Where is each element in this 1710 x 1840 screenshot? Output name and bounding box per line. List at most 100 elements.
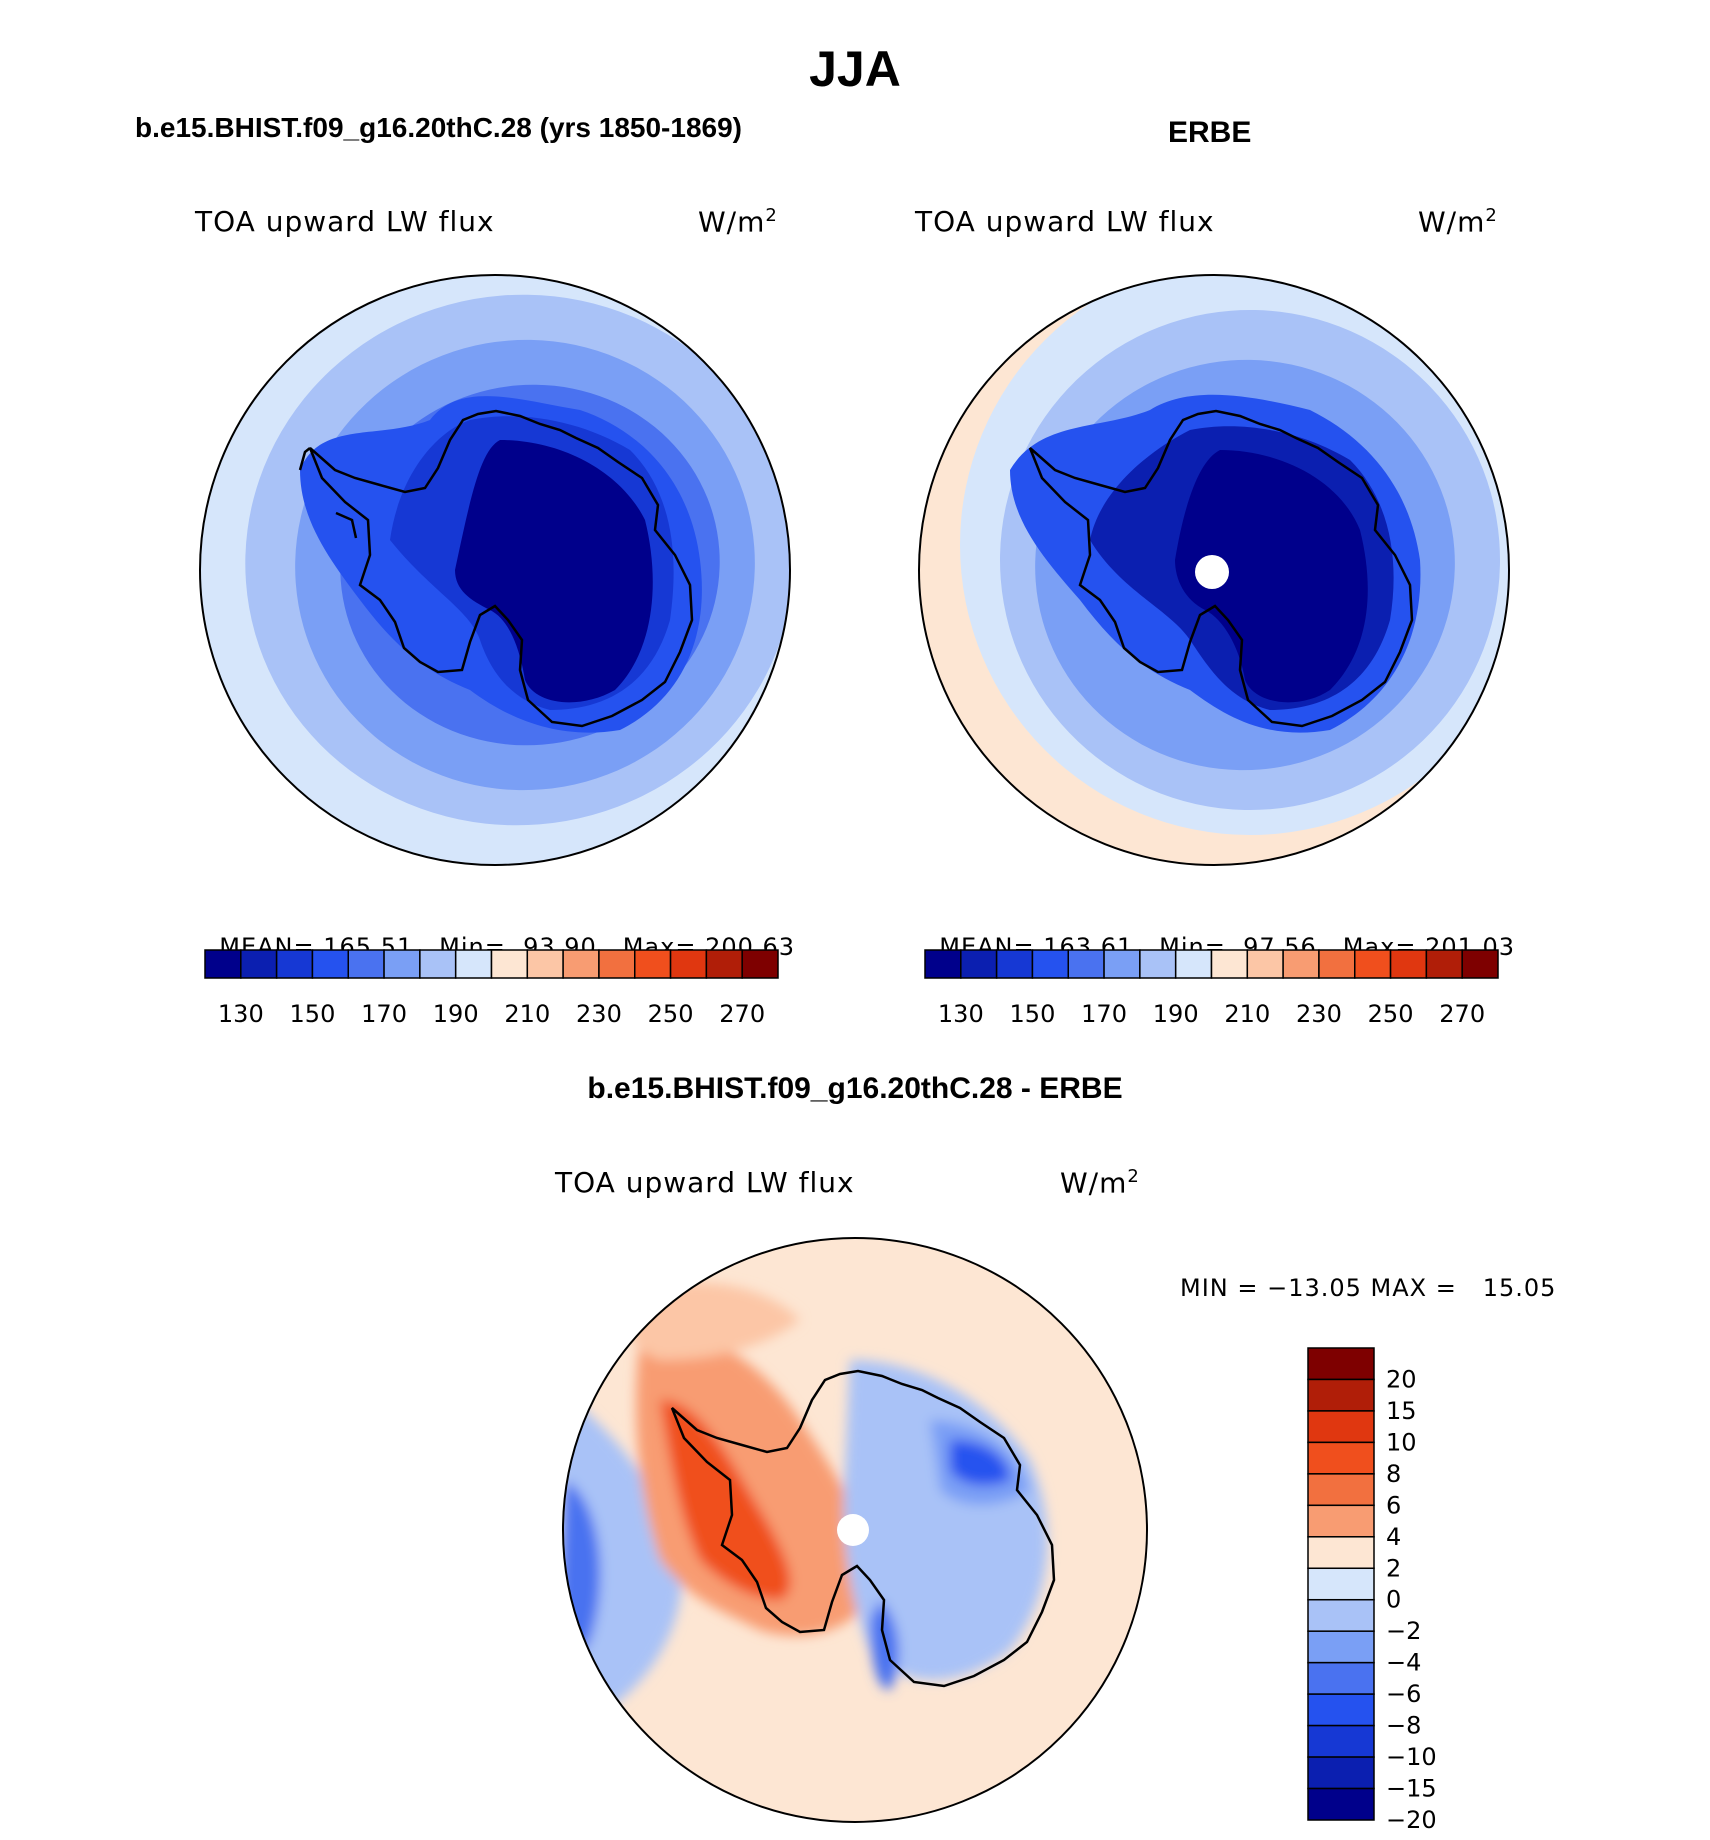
colorbar-1-tick-label: 170 <box>361 1000 407 1028</box>
colorbar-1-tick-label: 130 <box>218 1000 264 1028</box>
colorbar-1-tick-label: 190 <box>433 1000 479 1028</box>
coastline-2 <box>1028 409 1414 728</box>
diff-units-text: W/m <box>1060 1166 1128 1200</box>
colorbar-panel-2: 130 150 170 190 210 230 250 270 <box>924 949 1499 1028</box>
colorbar-2-swatch <box>1174 949 1213 979</box>
figure-title: JJA <box>809 41 901 97</box>
panel-2-case-title: ERBE <box>1168 116 1252 149</box>
coastline-diff <box>670 1369 1056 1688</box>
diff-zone-pos-peninsula <box>636 1334 872 1636</box>
colorbar-1-swatch <box>275 949 314 979</box>
colorbar-1-swatch <box>562 949 600 979</box>
diff-units-sup: 2 <box>1127 1166 1140 1187</box>
colorbar-1-tick-label: 210 <box>504 1000 550 1028</box>
panel-1-units-text: W/m <box>698 205 766 239</box>
colorbar-1-swatch <box>419 949 457 979</box>
colorbar-2-tick-label: 230 <box>1296 1000 1342 1028</box>
diff-minmax: MIN = −13.05 MAX = 15.05 <box>1180 1274 1557 1302</box>
zone-120 <box>1175 450 1368 703</box>
colorbar-diff-swatch <box>1307 1473 1375 1507</box>
colorbar-1-swatch <box>526 949 564 979</box>
diff-case-title: b.e15.BHIST.f09_g16.20thC.28 - ERBE <box>587 1072 1123 1105</box>
colorbar-2-tick-label: 170 <box>1081 1000 1127 1028</box>
colorbar-1-swatch <box>454 949 493 979</box>
colorbar-2-swatch <box>1318 949 1356 979</box>
colorbar-diff-swatch <box>1307 1536 1375 1570</box>
colorbar-diff-tick-label: −8 <box>1386 1712 1421 1740</box>
colorbar-2-tick-label: 190 <box>1153 1000 1199 1028</box>
colorbar-diff-tick-label: −10 <box>1386 1743 1437 1771</box>
colorbar-diff-swatch <box>1307 1347 1375 1381</box>
colorbar-diff-swatch <box>1307 1693 1375 1727</box>
panel-2-units-text: W/m <box>1418 205 1486 239</box>
map-panel-2 <box>919 275 1509 865</box>
diff-zone-neg-ross <box>870 1600 899 1690</box>
colorbar-1-swatch <box>705 949 743 979</box>
colorbar-diff-swatch <box>1307 1598 1375 1632</box>
panel-2-units: W/m2 <box>1418 205 1498 238</box>
colorbar-panel-1: 130 150 170 190 210 230 250 270 <box>204 949 779 1028</box>
panel-1-units: W/m2 <box>698 205 778 238</box>
colorbar-diff-tick-label: 4 <box>1386 1523 1401 1551</box>
colorbar-2-swatch <box>924 949 962 979</box>
colorbar-2-tick-label: 270 <box>1439 1000 1485 1028</box>
colorbar-diff-tick-label: 6 <box>1386 1491 1401 1519</box>
colorbar-1-swatch <box>598 949 636 979</box>
colorbar-1-swatch <box>669 949 708 979</box>
colorbar-diff-swatch <box>1307 1787 1375 1821</box>
colorbar-2-swatch <box>1031 949 1069 979</box>
diff-zone-pos-core <box>660 1400 791 1600</box>
colorbar-1-swatch <box>204 949 242 979</box>
colorbar-1-swatch <box>383 949 421 979</box>
colorbar-2-swatch <box>995 949 1034 979</box>
coastline-1 <box>308 409 694 728</box>
colorbar-2-swatch <box>1354 949 1392 979</box>
colorbar-1-swatch <box>741 949 779 979</box>
colorbar-2-swatch <box>960 949 998 979</box>
colorbar-diff-tick-label: −4 <box>1386 1649 1421 1677</box>
colorbar-diff-tick-label: −2 <box>1386 1617 1421 1645</box>
colorbar-2-swatch <box>1139 949 1177 979</box>
diff-units: W/m2 <box>1060 1166 1140 1199</box>
panel-1-case-title: b.e15.BHIST.f09_g16.20thC.28 (yrs 1850-1… <box>135 112 742 143</box>
diff-zone-neg-east-core <box>950 1440 1010 1486</box>
colorbar-diff-tick-label: −20 <box>1386 1806 1437 1834</box>
colorbar-diff-swatch <box>1307 1567 1375 1601</box>
panel-1-units-sup: 2 <box>765 205 778 226</box>
colorbar-1-tick-label: 250 <box>648 1000 694 1028</box>
colorbar-diff-swatch <box>1307 1661 1375 1695</box>
panel-1-variable: TOA upward LW flux <box>195 205 495 238</box>
colorbar-diff-tick-label: 10 <box>1386 1428 1417 1456</box>
peninsula-1 <box>298 447 358 539</box>
diff-variable: TOA upward LW flux <box>555 1166 855 1199</box>
colorbar-diff-swatch <box>1307 1630 1375 1664</box>
colorbar-2-swatch <box>1461 949 1499 979</box>
map-2-border <box>918 274 1510 866</box>
zone-120 <box>455 440 653 703</box>
colorbar-diff-tick-label: −15 <box>1386 1775 1437 1803</box>
colorbar-diff-swatch <box>1307 1724 1375 1758</box>
panel-2-units-sup: 2 <box>1485 205 1498 226</box>
colorbar-2-tick-label: 250 <box>1368 1000 1414 1028</box>
colorbar-diff-tick-label: 0 <box>1386 1586 1401 1614</box>
map-diff-border <box>562 1237 1148 1823</box>
missing-pole-2 <box>1195 555 1229 589</box>
colorbar-1-swatch <box>240 949 278 979</box>
colorbar-diff-tick-label: 15 <box>1386 1397 1417 1425</box>
panel-2-variable: TOA upward LW flux <box>915 205 1215 238</box>
diff-zone-neg-interior <box>843 1360 1048 1680</box>
colorbar-2-swatch <box>1103 949 1141 979</box>
colorbar-2-tick-label: 210 <box>1224 1000 1270 1028</box>
colorbar-2-tick-label: 130 <box>938 1000 984 1028</box>
colorbar-1-swatch <box>311 949 349 979</box>
colorbar-diff-tick-label: −6 <box>1386 1680 1421 1708</box>
colorbar-diff-tick-label: 20 <box>1386 1365 1417 1393</box>
colorbar-2-swatch <box>1067 949 1105 979</box>
colorbar-diff-tick-label: 2 <box>1386 1554 1401 1582</box>
colorbar-1-swatch <box>490 949 529 979</box>
colorbar-diff-tick-label: 8 <box>1386 1460 1401 1488</box>
colorbar-2-swatch <box>1425 949 1463 979</box>
colorbar-1-swatch <box>634 949 672 979</box>
